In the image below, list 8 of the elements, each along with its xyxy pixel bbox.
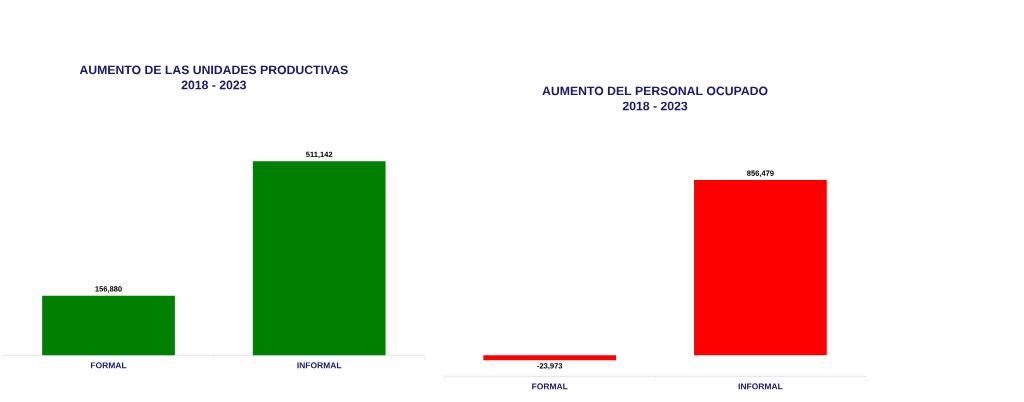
chart-subtitle: 2018 - 2023: [622, 101, 688, 111]
chart-title: AUMENTO DE LAS UNIDADES PRODUCTIVAS: [79, 65, 348, 75]
x-tick-label: INFORMAL: [297, 362, 342, 369]
chart-title: AUMENTO DEL PERSONAL OCUPADO: [542, 86, 768, 96]
x-tick-label: FORMAL: [90, 362, 127, 369]
x-tick-label: INFORMAL: [738, 383, 783, 390]
x-tick-label: FORMAL: [532, 383, 568, 390]
chart-subtitle: 2018 - 2023: [181, 80, 247, 90]
